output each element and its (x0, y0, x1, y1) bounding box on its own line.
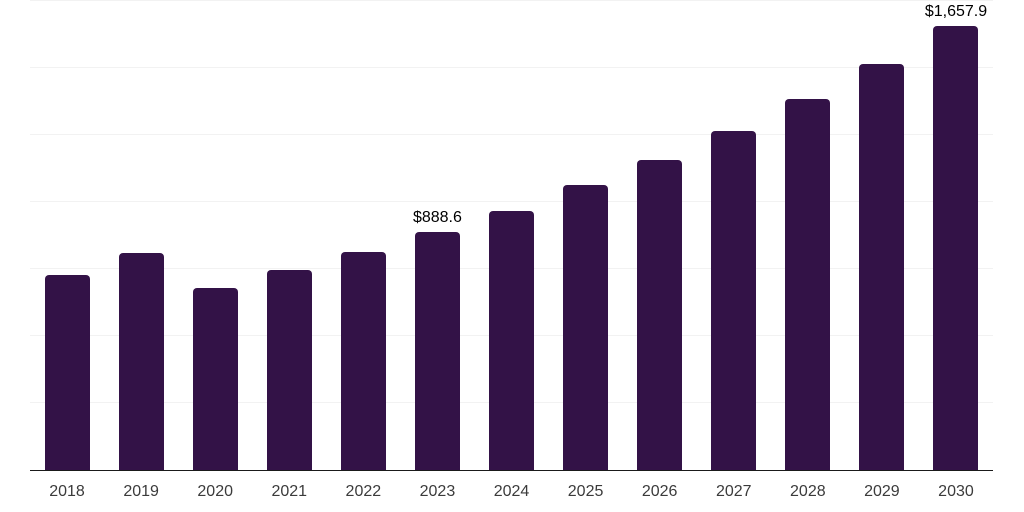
x-axis-label-2025: 2025 (567, 483, 604, 500)
bar-2027 (711, 131, 757, 470)
bar-slot-2019 (104, 1, 178, 470)
bar-slot-2020 (178, 1, 252, 470)
x-axis-label-2020: 2020 (197, 483, 233, 500)
bar-slot-2029 (845, 1, 919, 470)
x-axis-line (30, 469, 993, 471)
gridline-1250 (30, 134, 993, 135)
bar-2025 (563, 185, 609, 470)
x-axis-label-2019: 2019 (123, 483, 159, 500)
x-axis-label-2029: 2029 (864, 483, 900, 500)
bar-slot-2024 (474, 1, 548, 470)
bar-slot-2025 (549, 1, 623, 470)
bar-slot-2028 (771, 1, 845, 470)
bar-slot-2023: $888.6 (400, 1, 474, 470)
bar-2024 (489, 210, 534, 470)
bar-2022 (340, 251, 386, 470)
x-axis-label-2026: 2026 (641, 483, 678, 500)
value-label-2030: $1,657.9 (924, 2, 988, 20)
bar-2029 (859, 64, 905, 470)
x-axis-labels: 2018 2019 2020 2021 2022 2023 2024 2025 2026 2027… (30, 483, 993, 501)
bars: $888.6 $1,657.9 (30, 1, 993, 470)
bar-2023 (414, 231, 460, 470)
x-axis-label-2028: 2028 (790, 483, 826, 500)
x-axis-label-2024: 2024 (493, 483, 530, 500)
plot-area: $888.6 $1,657.9 (30, 0, 993, 471)
bar-slot-2022 (326, 1, 400, 470)
x-axis-label-2027: 2027 (715, 483, 752, 500)
gridline-1000 (30, 201, 993, 202)
gridline-1750 (30, 0, 993, 1)
bar-2021 (266, 270, 312, 470)
bar-slot-2026 (623, 1, 697, 470)
gridline-1500 (30, 67, 993, 68)
bar-2019 (118, 253, 164, 470)
x-axis-label-2022: 2022 (345, 483, 382, 500)
bar-2028 (785, 99, 831, 470)
x-axis-label-2030: 2030 (938, 483, 974, 500)
x-axis-label-2023: 2023 (419, 483, 456, 500)
bar-2030 (933, 25, 979, 470)
bar-slot-2021 (252, 1, 326, 470)
bar-2020 (192, 288, 238, 470)
value-label-2023: $888.6 (412, 208, 462, 226)
x-axis-label-2021: 2021 (271, 483, 308, 500)
bar-2026 (637, 159, 683, 470)
bar-2018 (44, 275, 90, 470)
x-axis-label-2018: 2018 (49, 483, 85, 500)
bar-slot-2027 (697, 1, 771, 470)
bar-slot-2018 (30, 1, 104, 470)
bar-slot-2030: $1,657.9 (919, 1, 993, 470)
